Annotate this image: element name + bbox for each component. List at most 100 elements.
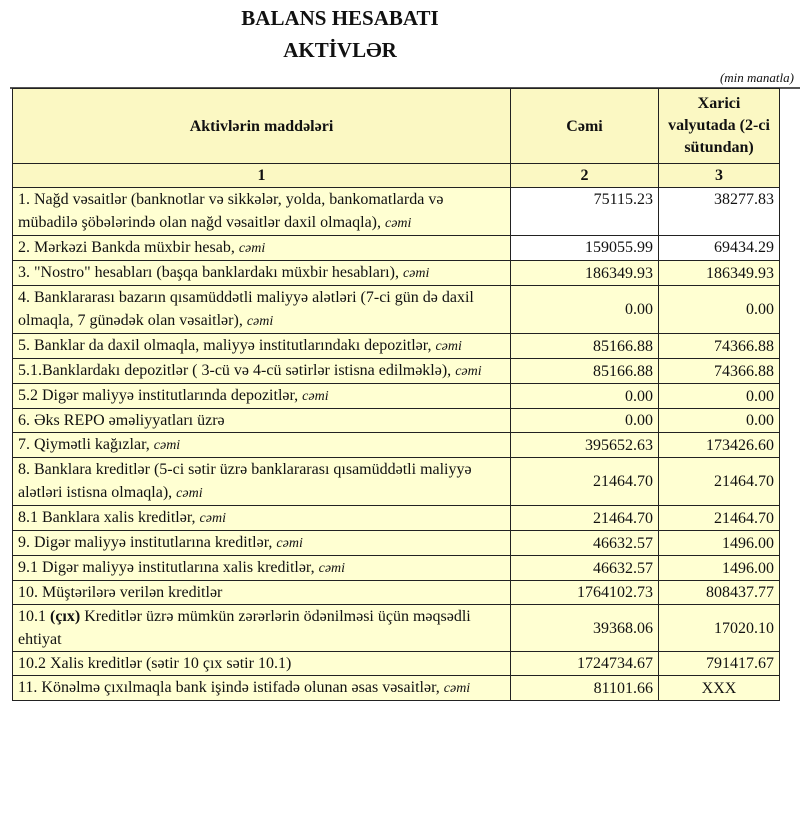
cell-total: 1764102.73	[510, 580, 659, 605]
cell-foreign: 0.00	[658, 408, 780, 433]
cell-total: 85166.88	[510, 358, 659, 384]
row-label: 5.1.Banklardakı depozitlər ( 3-cü və 4-c…	[12, 358, 511, 384]
document-subtitle: AKTİVLƏR	[283, 38, 397, 62]
cell-total: 1724734.67	[510, 651, 659, 676]
row-label: 7. Qiymətli kağızlar, cəmi	[12, 432, 511, 458]
col-header-total: Cəmi	[510, 88, 659, 164]
column-number-row: 1 2 3	[12, 163, 780, 188]
row-label: 8.1 Banklara xalis kreditlər, cəmi	[12, 505, 511, 531]
cell-foreign: 808437.77	[658, 580, 780, 605]
col-header-items: Aktivlərin maddələri	[12, 88, 511, 164]
cell-total: 85166.88	[510, 333, 659, 359]
table-row: 3. "Nostro" hesabları (başqa banklardakı…	[12, 260, 780, 286]
row-label: 3. "Nostro" hesabları (başqa banklardakı…	[12, 260, 511, 286]
cell-foreign: 186349.93	[658, 260, 780, 286]
header-row: Aktivlərin maddələri Cəmi Xarici valyuta…	[12, 88, 780, 164]
table-row: 4. Banklararası bazarın qısamüddətli mal…	[12, 285, 780, 334]
cell-total: 395652.63	[510, 432, 659, 458]
row-label-text: 4. Banklararası bazarın qısamüddətli mal…	[18, 289, 474, 329]
cell-foreign: 21464.70	[658, 457, 780, 506]
cell-total: 0.00	[510, 408, 659, 433]
cell-foreign: 0.00	[658, 383, 780, 409]
cell-foreign: 74366.88	[658, 333, 780, 359]
row-label: 10.1 (çıx) Kreditlər üzrə mümkün zərərlə…	[12, 604, 511, 652]
cell-foreign: 69434.29	[658, 235, 780, 261]
col-number: 1	[12, 163, 511, 188]
row-label-text: 5. Banklar da daxil olmaqla, maliyyə ins…	[18, 337, 436, 354]
row-label-text: 7. Qiymətli kağızlar,	[18, 436, 154, 453]
cell-total: 75115.23	[510, 187, 659, 236]
row-label-suffix: cəmi	[443, 681, 471, 696]
row-label: 10. Müştərilərə verilən kreditlər	[12, 580, 511, 605]
table-row: 5. Banklar da daxil olmaqla, maliyyə ins…	[12, 333, 780, 359]
col-header-foreign: Xarici valyutada (2-ci sütundan)	[658, 88, 780, 164]
row-label-text: 8. Banklara kreditlər (5-ci sətir üzrə b…	[18, 461, 472, 501]
row-label-suffix: cəmi	[153, 438, 181, 453]
table-row: 2. Mərkəzi Bankda müxbir hesab, cəmi 1590…	[12, 235, 780, 261]
cell-foreign: XXX	[658, 675, 780, 701]
row-label-text: Kreditlər üzrə mümkün zərərlərin ödənilm…	[18, 608, 471, 648]
row-label-text: 9. Digər maliyyə institutlarına kreditlə…	[18, 534, 277, 551]
row-label-suffix: cəmi	[402, 266, 430, 281]
row-label: 8. Banklara kreditlər (5-ci sətir üzrə b…	[12, 457, 511, 506]
table-row: 9.1 Digər maliyyə institutlarına xalis k…	[12, 555, 780, 581]
row-label-suffix: cəmi	[276, 536, 303, 551]
row-label-suffix: cəmi	[246, 314, 274, 329]
cell-foreign: 17020.10	[658, 604, 780, 652]
table-row: 8. Banklara kreditlər (5-ci sətir üzrə b…	[12, 457, 780, 506]
row-label-text: 5.2 Digər maliyyə institutlarında depozi…	[18, 387, 303, 404]
row-label: 10.2 Xalis kreditlər (sətir 10 çıx sətir…	[12, 651, 511, 676]
row-label-bold: (çıx)	[50, 608, 81, 625]
table-row: 10. Müştərilərə verilən kreditlər 1764102…	[12, 580, 780, 605]
row-label-text: 10.2 Xalis kreditlər (sətir 10 çıx sətir…	[18, 655, 292, 672]
row-label: 11. Könəlmə çıxılmaqla bank işində istif…	[12, 675, 511, 701]
cell-total: 159055.99	[510, 235, 659, 261]
row-label: 1. Nağd vəsaitlər (banknotlar və sikkələ…	[12, 187, 511, 236]
col-number: 2	[510, 163, 659, 188]
table-row: 10.2 Xalis kreditlər (sətir 10 çıx sətir…	[12, 651, 780, 676]
cell-total: 21464.70	[510, 457, 659, 506]
cell-total: 186349.93	[510, 260, 659, 286]
cell-total: 81101.66	[510, 675, 659, 701]
row-label-suffix: cəmi	[199, 511, 226, 526]
row-label: 2. Mərkəzi Bankda müxbir hesab, cəmi	[12, 235, 511, 261]
cell-total: 0.00	[510, 383, 659, 409]
cell-foreign: 173426.60	[658, 432, 780, 458]
row-label-text: 3. "Nostro" hesabları (başqa banklardakı…	[18, 264, 403, 281]
cell-total: 21464.70	[510, 505, 659, 531]
row-label: 4. Banklararası bazarın qısamüddətli mal…	[12, 285, 511, 334]
row-label: 9. Digər maliyyə institutlarına kreditlə…	[12, 530, 511, 556]
cell-total: 0.00	[510, 285, 659, 334]
row-label: 5.2 Digər maliyyə institutlarında depozi…	[12, 383, 511, 409]
row-label-suffix: cəmi	[455, 364, 482, 379]
table-row: 7. Qiymətli kağızlar, cəmi 395652.63 17342…	[12, 432, 780, 458]
table-row: 6. Əks REPO əməliyyatları üzrə 0.00 0.00	[12, 408, 780, 433]
cell-foreign: 1496.00	[658, 530, 780, 556]
table-row: 1. Nağd vəsaitlər (banknotlar və sikkələ…	[12, 187, 780, 236]
row-label-suffix: cəmi	[318, 561, 346, 576]
cell-total: 46632.57	[510, 555, 659, 581]
cell-foreign: 74366.88	[658, 358, 780, 384]
cell-foreign: 791417.67	[658, 651, 780, 676]
row-label-text: 11. Könəlmə çıxılmaqla bank işində istif…	[18, 679, 444, 696]
row-label-suffix: cəmi	[176, 486, 203, 501]
row-label-suffix: cəmi	[385, 216, 412, 231]
row-label-prefix: 10.1	[18, 608, 50, 625]
table-row: 11. Könəlmə çıxılmaqla bank işində istif…	[12, 675, 780, 701]
cell-total: 39368.06	[510, 604, 659, 652]
balance-table: Aktivlərin maddələri Cəmi Xarici valyuta…	[12, 88, 780, 701]
row-label-suffix: cəmi	[302, 389, 329, 404]
table-row: 10.1 (çıx) Kreditlər üzrə mümkün zərərlə…	[12, 604, 780, 652]
document-title: BALANS HESABATI	[241, 6, 439, 30]
row-label-text: 8.1 Banklara xalis kreditlər,	[18, 509, 200, 526]
row-label-text: 1. Nağd vəsaitlər (banknotlar və sikkələ…	[18, 191, 444, 231]
row-label-suffix: cəmi	[435, 339, 462, 354]
table-row: 9. Digər maliyyə institutlarına kreditlə…	[12, 530, 780, 556]
row-label: 9.1 Digər maliyyə institutlarına xalis k…	[12, 555, 511, 581]
cell-foreign: 21464.70	[658, 505, 780, 531]
row-label-suffix: cəmi	[238, 241, 266, 256]
cell-total: 46632.57	[510, 530, 659, 556]
row-label-text: 5.1.Banklardakı depozitlər ( 3-cü və 4-c…	[18, 362, 456, 379]
cell-foreign: 1496.00	[658, 555, 780, 581]
row-label-text: 6. Əks REPO əməliyyatları üzrə	[18, 412, 225, 429]
